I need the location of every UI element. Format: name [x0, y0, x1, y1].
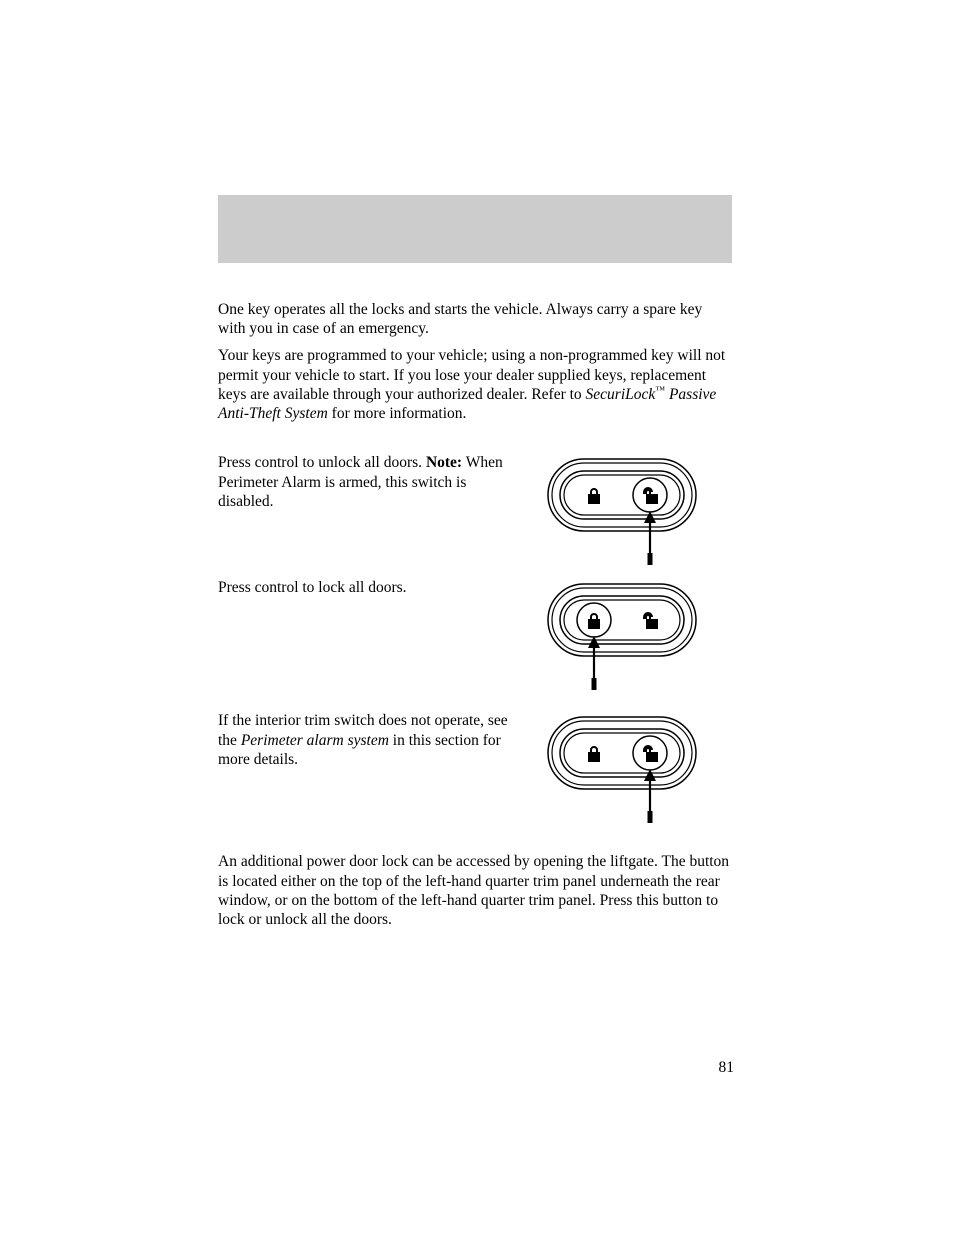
- perimeter-figure: [512, 711, 732, 826]
- lock-row: Press control to lock all doors.: [218, 578, 732, 693]
- note-label: Note:: [426, 454, 462, 471]
- securilock-name: SecuriLock: [586, 386, 656, 403]
- body-content: One key operates all the locks and start…: [218, 300, 732, 937]
- text: Press control to unlock all doors.: [218, 454, 426, 471]
- lock-text: Press control to lock all doors.: [218, 578, 512, 597]
- lock-switch-diagram-perimeter: [542, 711, 702, 826]
- perimeter-alarm-ref: Perimeter alarm system: [241, 732, 389, 749]
- text: for more information.: [328, 405, 467, 422]
- page: One key operates all the locks and start…: [0, 0, 954, 1235]
- cargo-para: An additional power door lock can be acc…: [218, 852, 732, 929]
- page-number: 81: [719, 1059, 735, 1077]
- lock-switch-diagram-unlock: [542, 453, 702, 568]
- unlock-figure: [512, 453, 732, 568]
- lock-switch-diagram-lock: [542, 578, 702, 693]
- perimeter-row: If the interior trim switch does not ope…: [218, 711, 732, 826]
- keys-para-2: Your keys are programmed to your vehicle…: [218, 346, 732, 423]
- keys-para-1: One key operates all the locks and start…: [218, 300, 732, 338]
- trademark-symbol: ™: [655, 385, 665, 396]
- unlock-row: Press control to unlock all doors. Note:…: [218, 453, 732, 568]
- lock-figure: [512, 578, 732, 693]
- perimeter-text: If the interior trim switch does not ope…: [218, 711, 512, 769]
- header-banner: [218, 195, 732, 263]
- unlock-text: Press control to unlock all doors. Note:…: [218, 453, 512, 511]
